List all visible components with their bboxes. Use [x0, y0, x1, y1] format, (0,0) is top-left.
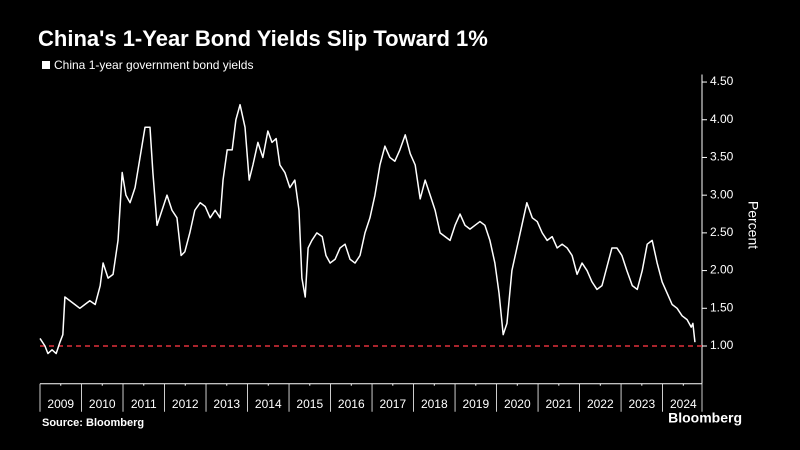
x-tick-label: 2022 — [587, 397, 614, 411]
legend-label: China 1-year government bond yields — [54, 58, 253, 72]
y-tick-label: 4.00 — [710, 112, 734, 126]
y-tick-label: 1.50 — [710, 300, 734, 314]
x-tick-label: 2010 — [89, 397, 116, 411]
source: Source: Bloomberg — [42, 417, 144, 429]
x-tick-label: 2021 — [545, 397, 572, 411]
x-tick-label: 2017 — [379, 397, 406, 411]
x-tick-label: 2023 — [628, 397, 655, 411]
y-tick-label: 1.00 — [710, 338, 734, 352]
y-tick-label: 2.00 — [710, 263, 734, 277]
legend-swatch — [42, 61, 50, 69]
x-tick-label: 2020 — [504, 397, 531, 411]
y-tick-label: 4.50 — [710, 74, 734, 88]
y-axis-label: Percent — [745, 201, 761, 249]
y-tick-label: 2.50 — [710, 225, 734, 239]
x-tick-label: 2013 — [213, 397, 240, 411]
chart-title: China's 1-Year Bond Yields Slip Toward 1… — [38, 26, 488, 51]
series-line — [39, 103, 696, 355]
y-tick-label: 3.00 — [710, 187, 734, 201]
x-tick-label: 2024 — [670, 397, 697, 411]
x-tick-label: 2015 — [296, 397, 323, 411]
x-tick-label: 2014 — [255, 397, 282, 411]
x-tick-label: 2011 — [131, 397, 157, 411]
x-tick-label: 2009 — [47, 397, 74, 411]
x-tick-label: 2016 — [338, 397, 365, 411]
x-tick-label: 2018 — [421, 397, 448, 411]
x-tick-label: 2019 — [462, 397, 489, 411]
brand: Bloomberg — [668, 410, 742, 426]
y-tick-label: 3.50 — [710, 150, 734, 164]
x-tick-label: 2012 — [172, 397, 199, 411]
